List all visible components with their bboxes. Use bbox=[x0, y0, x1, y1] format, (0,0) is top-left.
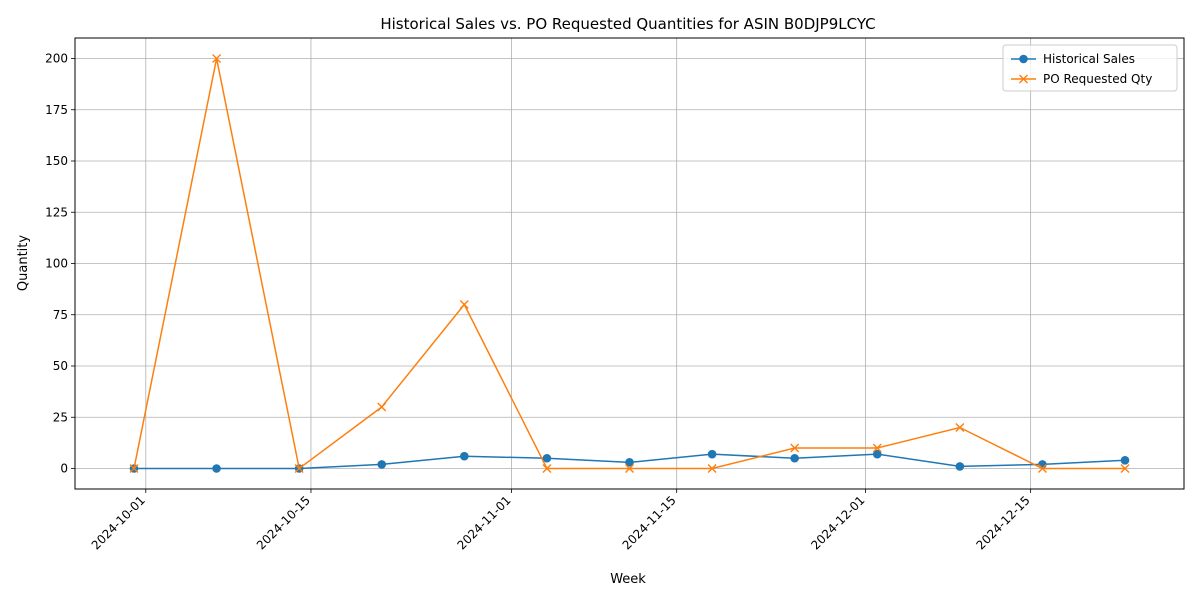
y-tick-label: 50 bbox=[53, 359, 68, 373]
data-point bbox=[1019, 74, 1028, 84]
x-tick-label: 2024-12-15 bbox=[974, 493, 1033, 552]
y-tick-label: 0 bbox=[60, 462, 68, 476]
grid bbox=[75, 38, 1184, 489]
data-point-stroke bbox=[790, 443, 800, 453]
y-tick-label: 150 bbox=[45, 154, 68, 168]
data-point-stroke bbox=[625, 464, 634, 473]
data-point-stroke bbox=[1019, 74, 1028, 84]
data-point bbox=[129, 464, 139, 473]
data-point bbox=[707, 464, 717, 473]
y-axis-title: Quantity bbox=[16, 235, 31, 291]
x-tick-label: 2024-12-01 bbox=[808, 493, 867, 552]
series-1 bbox=[129, 54, 1130, 473]
data-point-stroke bbox=[1037, 464, 1047, 473]
data-point bbox=[790, 453, 799, 463]
data-point bbox=[872, 443, 882, 453]
data-point bbox=[707, 449, 717, 459]
ticks: 0 25 50 75 100 125 150 175 200 2024-10-01 2024-10-… bbox=[45, 52, 1033, 553]
data-point bbox=[542, 464, 552, 473]
chart-title: Historical Sales vs. PO Requested Quanti… bbox=[380, 15, 875, 33]
data-point-stroke bbox=[377, 402, 387, 412]
data-point bbox=[1037, 464, 1047, 473]
x-tick-label: 2024-11-15 bbox=[620, 493, 679, 552]
legend: Historical Sales PO Requested Qty bbox=[1002, 44, 1178, 92]
data-point bbox=[212, 464, 221, 473]
data-point bbox=[790, 443, 800, 453]
data-point bbox=[955, 462, 965, 471]
x-axis-title: Week bbox=[610, 572, 646, 587]
data-point-stroke bbox=[212, 54, 222, 63]
data-point-stroke bbox=[955, 423, 965, 432]
data-point bbox=[294, 464, 304, 473]
data-point-stroke bbox=[459, 300, 469, 309]
data-point bbox=[542, 453, 552, 463]
x-tick-label: 2024-10-01 bbox=[89, 493, 148, 552]
series-layer bbox=[129, 54, 1130, 473]
data-point-stroke bbox=[294, 464, 304, 473]
data-point bbox=[625, 458, 634, 467]
x-tick-label: 2024-10-15 bbox=[254, 493, 313, 552]
data-point bbox=[1120, 456, 1130, 465]
y-tick-label: 100 bbox=[45, 257, 68, 271]
data-point bbox=[955, 423, 965, 432]
y-tick-label: 75 bbox=[53, 308, 68, 322]
y-tick-label: 125 bbox=[45, 205, 68, 219]
data-point bbox=[377, 402, 387, 412]
data-point bbox=[872, 449, 882, 459]
data-point-stroke bbox=[129, 464, 139, 473]
data-point-stroke bbox=[1120, 464, 1130, 473]
data-point bbox=[1120, 464, 1130, 473]
x-tick-label: 2024-11-01 bbox=[454, 493, 513, 552]
data-point-stroke bbox=[872, 443, 882, 453]
legend-label: PO Requested Qty bbox=[1043, 72, 1152, 86]
data-point-stroke bbox=[542, 464, 552, 473]
data-point bbox=[377, 460, 387, 469]
data-point bbox=[625, 464, 634, 473]
data-point bbox=[460, 451, 469, 461]
y-tick-label: 200 bbox=[45, 52, 68, 66]
legend-box bbox=[1002, 44, 1178, 92]
data-point-stroke bbox=[707, 464, 717, 473]
y-tick-label: 25 bbox=[53, 410, 68, 424]
data-point bbox=[212, 54, 222, 63]
data-point bbox=[459, 300, 469, 309]
data-point bbox=[1019, 54, 1028, 64]
legend-label: Historical Sales bbox=[1043, 52, 1135, 66]
y-tick-label: 175 bbox=[45, 103, 68, 117]
